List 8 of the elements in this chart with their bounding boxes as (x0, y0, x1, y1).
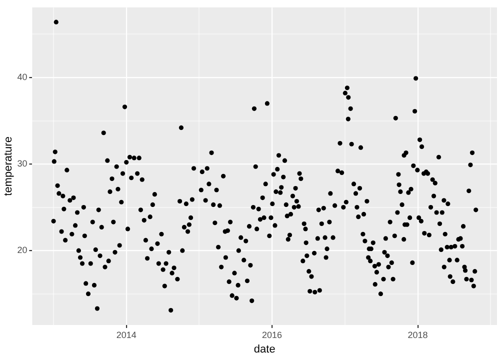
x-tick-label: 2016 (262, 330, 282, 340)
x-axis-title: date (254, 343, 276, 356)
y-axis-title: temperature (2, 136, 15, 196)
x-tick-label: 2014 (116, 330, 136, 340)
y-tick-label: 40 (17, 72, 28, 82)
x-tick-label: 2018 (408, 330, 428, 340)
y-tick-label: 20 (17, 245, 28, 256)
y-tick-label: 30 (17, 158, 28, 169)
